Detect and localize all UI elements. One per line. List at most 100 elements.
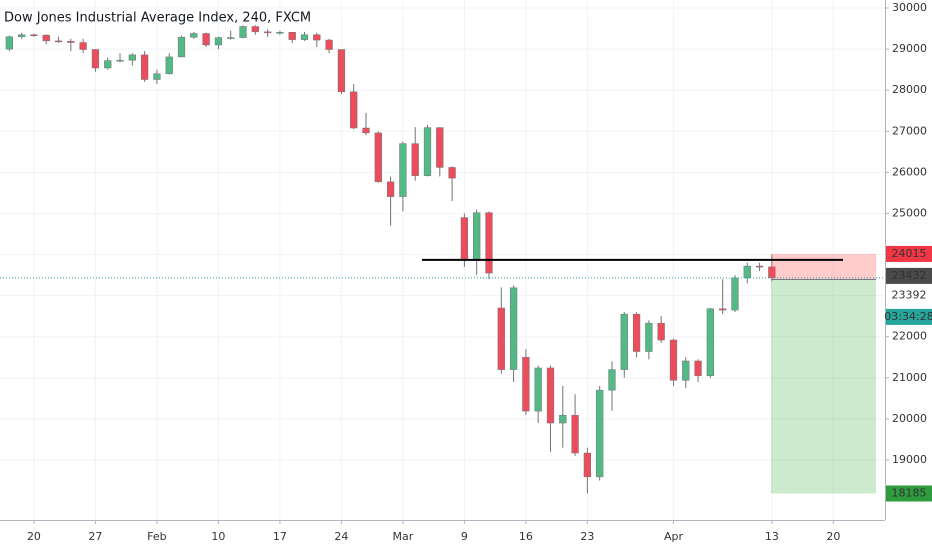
candle-body <box>177 36 186 58</box>
candle-body <box>190 33 198 38</box>
candle-body <box>743 265 751 279</box>
y-tick-label: 28000 <box>892 83 927 96</box>
candle-body <box>620 313 628 370</box>
candle-body <box>423 127 432 176</box>
candle-body <box>694 360 702 377</box>
candle-body <box>313 34 321 41</box>
y-tick-label: 26000 <box>892 165 927 178</box>
candle-body <box>214 37 223 46</box>
x-tick-label: 20 <box>826 530 840 543</box>
candle-body <box>571 414 579 454</box>
stop-zone <box>771 253 876 280</box>
candle-body <box>140 54 149 80</box>
candle-body <box>596 389 604 478</box>
y-tick-label: 27000 <box>892 124 927 137</box>
candle-body <box>559 414 567 424</box>
entry-label: 23392 <box>892 289 927 302</box>
x-tick-label: 9 <box>461 530 468 543</box>
candle-body <box>436 127 444 168</box>
candle-body <box>227 37 235 39</box>
x-tick-label: 13 <box>765 530 779 543</box>
y-tick-label: 19000 <box>892 453 927 466</box>
candle-body <box>509 287 518 370</box>
candle-body <box>411 143 419 176</box>
entry-label-box <box>886 287 932 304</box>
x-tick-label: 16 <box>519 530 533 543</box>
chart-title: Dow Jones Industrial Average Index, 240,… <box>4 11 311 26</box>
x-tick-label: Apr <box>664 530 684 543</box>
candle-body <box>473 212 481 261</box>
candle-body <box>608 369 616 391</box>
candle-body <box>54 40 63 43</box>
last-price-label-box <box>886 267 932 284</box>
candle-body <box>5 36 13 50</box>
candle-body <box>153 73 161 80</box>
candle-body <box>386 181 395 197</box>
x-tick-label: Mar <box>393 530 414 543</box>
candle-body <box>116 59 124 62</box>
candle-body <box>497 307 505 370</box>
stop-label: 24015 <box>892 247 927 260</box>
x-tick-label: Feb <box>147 530 166 543</box>
x-tick-label: 17 <box>273 530 287 543</box>
candle-body <box>67 41 75 43</box>
y-tick-label: 25000 <box>892 206 927 219</box>
candle-body <box>18 34 26 38</box>
candle-body <box>288 32 296 40</box>
candle-body <box>239 26 247 38</box>
y-tick-label: 29000 <box>892 42 927 55</box>
candle-body <box>91 49 100 69</box>
candle-body <box>165 56 173 75</box>
candle-body <box>399 143 407 197</box>
countdown-box <box>886 308 932 325</box>
x-tick-label: 24 <box>334 530 348 543</box>
candle-body <box>448 167 456 179</box>
candle-body <box>632 313 641 352</box>
candle-body <box>583 452 592 478</box>
target-zone <box>771 279 876 494</box>
candle-body <box>706 308 714 377</box>
target-label: 18185 <box>892 486 927 499</box>
x-tick-label: 23 <box>580 530 594 543</box>
y-tick-label: 30000 <box>892 1 927 14</box>
x-tick-label: 20 <box>27 530 41 543</box>
candle-body <box>460 217 469 261</box>
candle-body <box>42 34 50 42</box>
candle-body <box>522 357 530 412</box>
candle-body <box>362 127 370 134</box>
target-label-box <box>886 485 932 502</box>
candle-body <box>276 32 284 34</box>
candle-body <box>337 49 346 93</box>
candle-body <box>719 308 727 311</box>
candle-body <box>374 132 382 183</box>
candle-body <box>104 60 112 69</box>
candle-body <box>731 277 739 311</box>
candle-body <box>30 34 38 36</box>
y-tick-label: 20000 <box>892 412 927 425</box>
candle-body <box>669 339 678 381</box>
candle-body <box>202 33 210 46</box>
candle-body <box>350 91 358 129</box>
candle-body <box>485 212 493 274</box>
candle-body <box>79 42 87 50</box>
y-tick-label: 22000 <box>892 330 927 343</box>
x-tick-label: 27 <box>88 530 102 543</box>
countdown: 03:34:28 <box>884 310 932 323</box>
marks <box>0 25 885 494</box>
candle-body <box>251 26 259 33</box>
candle-body <box>263 31 272 34</box>
candle-body <box>300 34 309 40</box>
candle-body <box>657 322 665 341</box>
y-tick-label: 21000 <box>892 371 927 384</box>
candle-body <box>128 54 136 61</box>
x-tick-label: 10 <box>211 530 225 543</box>
candle-body <box>682 360 690 381</box>
candle-body <box>325 39 333 50</box>
candle-body <box>645 322 653 352</box>
stop-label-box <box>886 245 932 262</box>
last-price-label: 23432 <box>892 269 927 282</box>
candle-body <box>755 265 764 268</box>
candle-body <box>546 367 555 424</box>
